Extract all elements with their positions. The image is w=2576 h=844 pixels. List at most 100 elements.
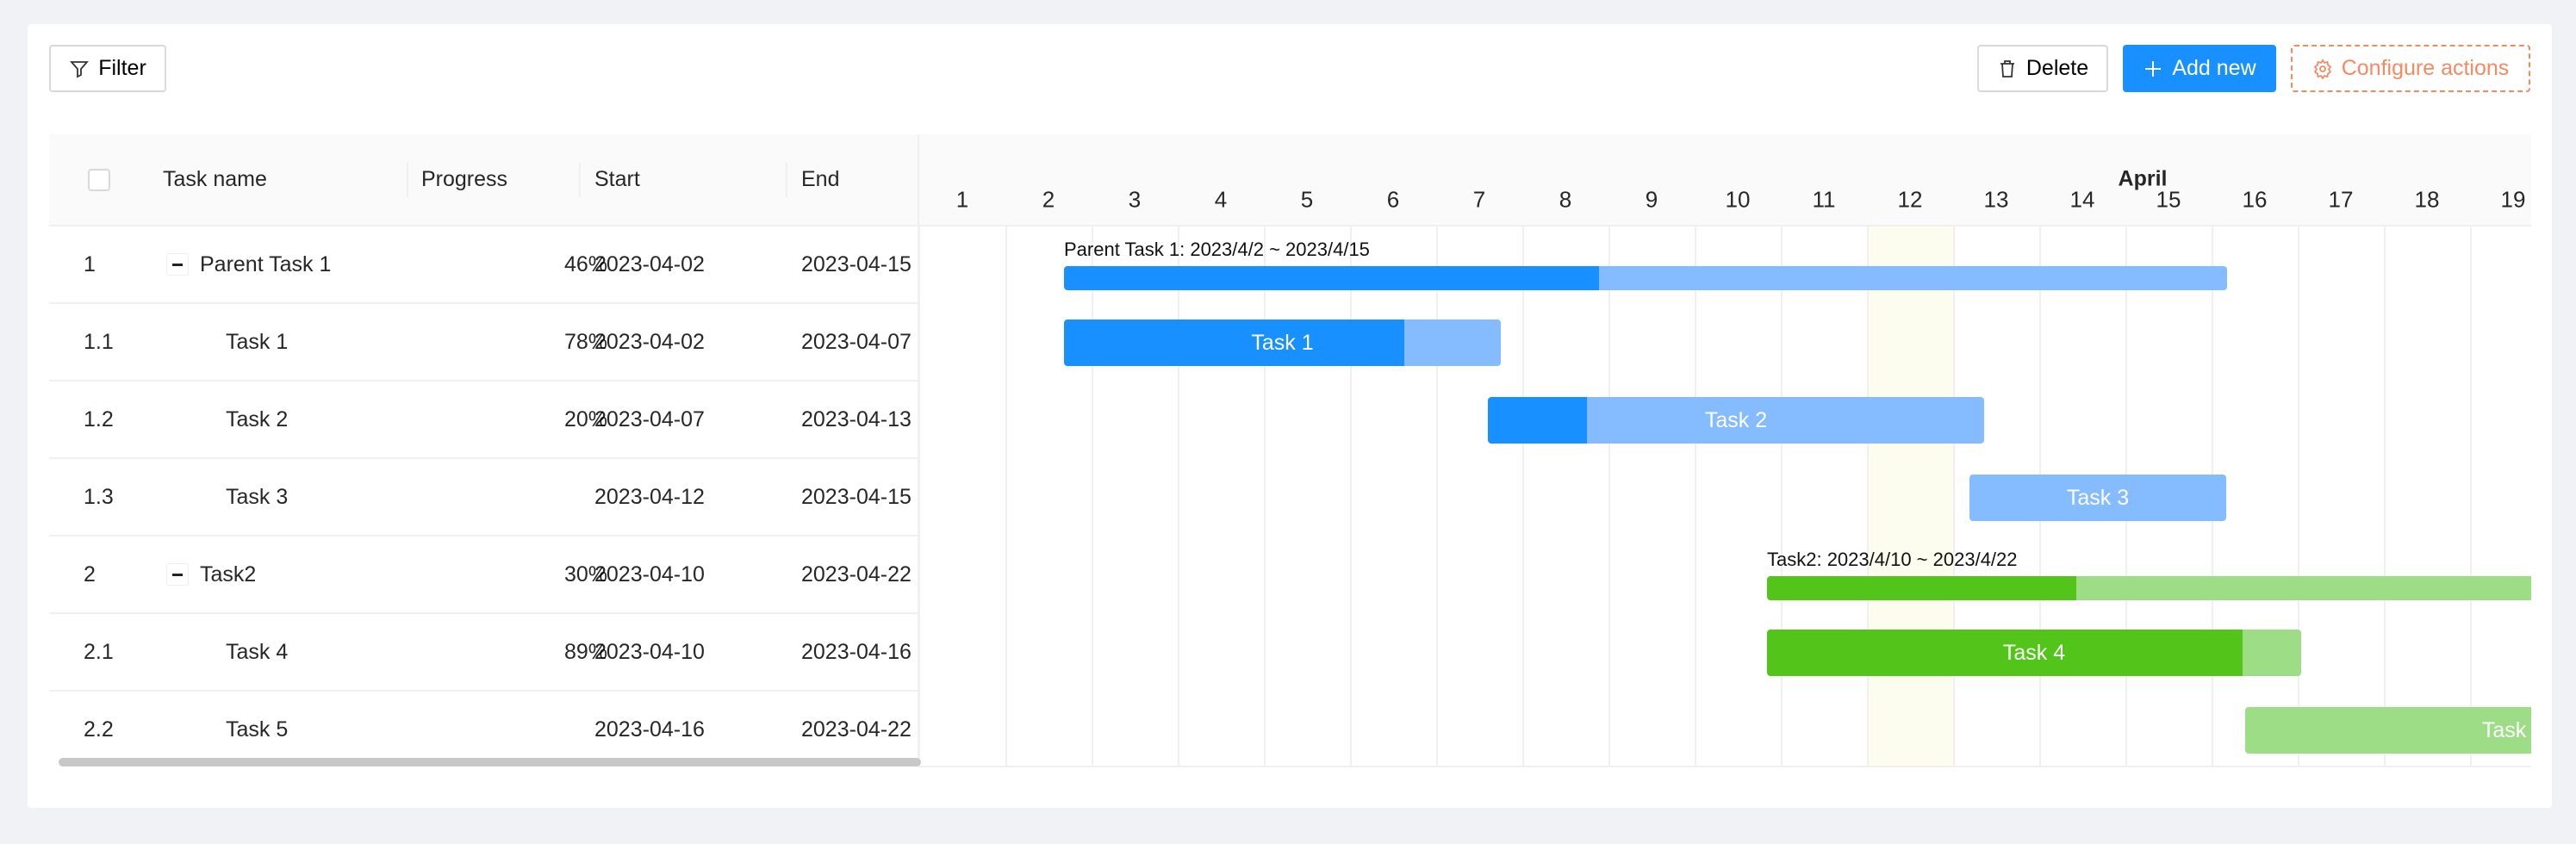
today-highlight — [1867, 227, 1953, 767]
day-gridline — [2384, 227, 2386, 767]
filter-label: Filter — [98, 56, 146, 80]
day-gridline — [1350, 227, 1352, 767]
header-progress[interactable]: Progress — [421, 167, 508, 191]
day-label: 15 — [2156, 186, 2181, 213]
summary-label: Parent Task 1: 2023/4/2 ~ 2023/4/15 — [1064, 239, 1370, 260]
add-new-button[interactable]: Add new — [2123, 45, 2276, 92]
task-start: 2023-04-07 — [594, 407, 705, 431]
table-row[interactable]: 2.2 Task 5 2023-04-16 2023-04-22 — [49, 692, 919, 767]
task-name: Parent Task 1 — [200, 252, 332, 276]
day-gridline — [1522, 227, 1524, 767]
day-label: 7 — [1472, 186, 1486, 213]
task-end: 2023-04-16 — [801, 640, 912, 664]
task-end: 2023-04-15 — [801, 485, 912, 509]
day-label: 3 — [1128, 186, 1142, 213]
day-gridline — [2298, 227, 2299, 767]
progress-fill — [1064, 266, 1599, 290]
row-number: 2.1 — [84, 640, 114, 664]
day-gridline — [1953, 227, 1955, 767]
row-number: 1 — [84, 252, 96, 276]
table-row[interactable]: 1.1 Task 1 78% 2023-04-02 2023-04-07 — [49, 304, 919, 382]
gear-icon — [2313, 58, 2331, 79]
column-divider[interactable] — [786, 163, 787, 197]
collapse-toggle-minus-icon[interactable] — [166, 563, 189, 586]
day-gridline — [2470, 227, 2472, 767]
progress-fill — [1488, 397, 1588, 444]
delete-button[interactable]: Delete — [1977, 45, 2108, 92]
day-label: 14 — [2069, 186, 2095, 213]
collapse-toggle-minus-icon[interactable] — [166, 253, 189, 276]
configure-actions-button[interactable]: Configure actions — [2291, 45, 2530, 92]
task-name: Task 1 — [226, 330, 289, 354]
progress-fill — [1767, 630, 2243, 676]
day-gridline — [1608, 227, 1610, 767]
bar-label: Task 2 — [1704, 407, 1768, 432]
day-label: 9 — [1645, 186, 1658, 213]
filter-button[interactable]: Filter — [49, 45, 166, 92]
task-start: 2023-04-02 — [594, 330, 705, 354]
task-start: 2023-04-12 — [594, 485, 705, 509]
table-row[interactable]: 2 Task2 30% 2023-04-10 2023-04-22 — [49, 537, 919, 614]
timeline-header: April 1 2 3 4 5 6 7 8 9 10 11 12 13 14 15 16 17 18 19 — [919, 134, 2531, 227]
task-progress: 78% — [563, 330, 607, 354]
task-bar[interactable]: Task 2 — [1488, 397, 1984, 444]
pane-splitter[interactable] — [918, 134, 920, 767]
header-end[interactable]: End — [801, 167, 840, 191]
bar-label: Task 4 — [2002, 640, 2066, 665]
horizontal-scrollbar[interactable] — [59, 758, 921, 766]
select-all-checkbox[interactable] — [88, 169, 110, 191]
filter-icon — [70, 60, 90, 78]
day-label: 18 — [2414, 186, 2440, 213]
task-name: Task 4 — [226, 640, 289, 664]
column-divider[interactable] — [407, 163, 408, 197]
day-label: 13 — [1983, 186, 2009, 213]
gantt-timeline: April 1 2 3 4 5 6 7 8 9 10 11 12 13 14 15 16 17 18 19 Pare… — [919, 134, 2531, 767]
day-gridline — [1436, 227, 1438, 767]
task-end: 2023-04-22 — [801, 562, 912, 586]
day-label: 6 — [1386, 186, 1400, 213]
day-label: 5 — [1300, 186, 1314, 213]
day-label: 16 — [2242, 186, 2268, 213]
task-start: 2023-04-10 — [594, 562, 705, 586]
row-number: 2.2 — [84, 717, 114, 742]
table-row[interactable]: 1 Parent Task 1 46% 2023-04-02 2023-04-15 — [49, 227, 919, 304]
trash-icon — [2000, 59, 2014, 78]
table-row[interactable]: 2.1 Task 4 89% 2023-04-10 2023-04-16 — [49, 614, 919, 692]
day-label: 1 — [955, 186, 969, 213]
task-bar[interactable]: Task 5 — [2245, 707, 2531, 754]
day-label: 12 — [1897, 186, 1923, 213]
task-bar[interactable]: Task 3 — [1969, 475, 2226, 521]
day-gridline — [1695, 227, 1696, 767]
task-name: Task2 — [200, 562, 257, 586]
task-bar[interactable]: Task 1 — [1064, 320, 1501, 366]
day-label: 2 — [1042, 186, 1055, 213]
row-number: 1.2 — [84, 407, 114, 431]
header-task-name[interactable]: Task name — [163, 167, 267, 191]
task-start: 2023-04-02 — [594, 252, 705, 276]
column-divider[interactable] — [579, 163, 581, 197]
task-name: Task 5 — [226, 717, 289, 742]
timeline-bottom-border — [919, 766, 2531, 767]
plus-icon — [2145, 60, 2162, 77]
task-bar[interactable]: Task 4 — [1767, 630, 2301, 676]
bar-label: Task 1 — [1251, 330, 1314, 355]
header-start[interactable]: Start — [594, 167, 640, 191]
task-name: Task 2 — [226, 407, 289, 431]
task-end: 2023-04-13 — [801, 407, 912, 431]
task-start: 2023-04-10 — [594, 640, 705, 664]
task-name: Task 3 — [226, 485, 289, 509]
add-new-label: Add new — [2172, 56, 2256, 80]
day-label: 11 — [1812, 186, 1836, 213]
table-row[interactable]: 1.3 Task 3 2023-04-12 2023-04-15 — [49, 459, 919, 537]
progress-fill — [1064, 320, 1405, 366]
task-end: 2023-04-07 — [801, 330, 912, 354]
summary-bar[interactable] — [1767, 576, 2531, 600]
progress-fill — [1767, 576, 2077, 600]
row-number: 1.1 — [84, 330, 114, 354]
gantt-card: Filter Delete Add new Configure actions … — [28, 24, 2552, 808]
task-progress: 20% — [563, 407, 607, 431]
delete-label: Delete — [2025, 56, 2089, 80]
summary-bar[interactable] — [1064, 266, 2227, 290]
task-progress: 46% — [563, 252, 607, 276]
table-row[interactable]: 1.2 Task 2 20% 2023-04-07 2023-04-13 — [49, 382, 919, 459]
